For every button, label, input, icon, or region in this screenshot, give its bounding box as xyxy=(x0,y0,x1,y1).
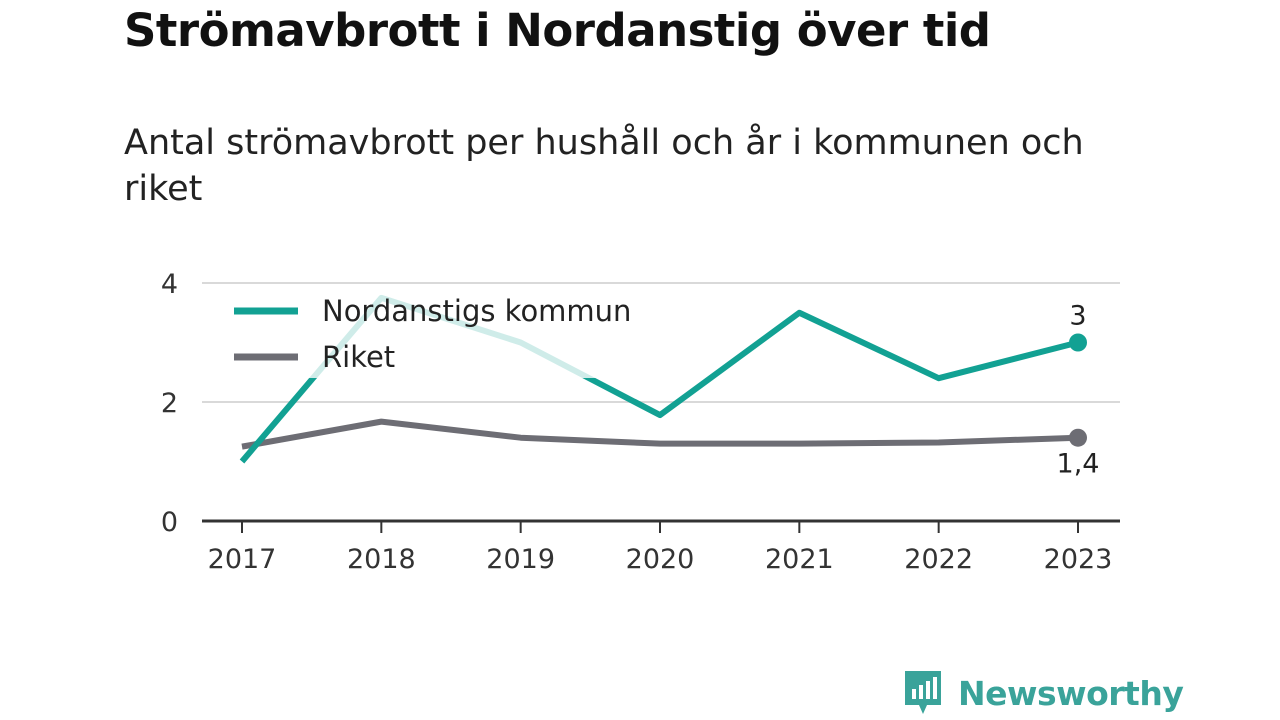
end-markers: 31,4 xyxy=(1057,301,1100,480)
legend: Nordanstigs kommun Riket xyxy=(234,294,631,374)
chart-subtitle: Antal strömavbrott per hushåll och år i … xyxy=(124,123,1084,209)
legend-label: Riket xyxy=(322,340,395,374)
end-value-label: 1,4 xyxy=(1057,449,1100,480)
legend-background xyxy=(222,286,648,378)
end-point-marker xyxy=(1069,428,1087,447)
axes: 0 2 4 2017 2018 2019 2020 2021 2022 2023 xyxy=(161,269,1120,575)
brand-name: Newsworthy xyxy=(958,673,1184,713)
y-tick-label: 4 xyxy=(161,269,178,300)
x-tick-label: 2019 xyxy=(486,544,555,575)
newsworthy-logo: Newsworthy xyxy=(902,668,1184,718)
grid-lines xyxy=(202,282,1120,403)
x-tick-label: 2022 xyxy=(904,544,973,575)
x-tick-label: 2021 xyxy=(765,544,834,575)
legend-label: Nordanstigs kommun xyxy=(322,294,631,328)
x-tick-label: 2020 xyxy=(626,544,695,575)
x-tick-label: 2023 xyxy=(1044,544,1113,575)
x-tick-label: 2018 xyxy=(347,544,416,575)
newsworthy-icon xyxy=(905,671,941,714)
x-tick-label: 2017 xyxy=(208,544,277,575)
series-line xyxy=(241,418,1079,450)
end-point-marker xyxy=(1069,333,1087,352)
end-value-label: 3 xyxy=(1069,301,1086,332)
y-tick-label: 0 xyxy=(161,507,178,538)
y-tick-label: 2 xyxy=(161,388,178,419)
chart-title: Strömavbrott i Nordanstig över tid xyxy=(124,4,991,57)
legend-backdrop xyxy=(222,286,648,378)
